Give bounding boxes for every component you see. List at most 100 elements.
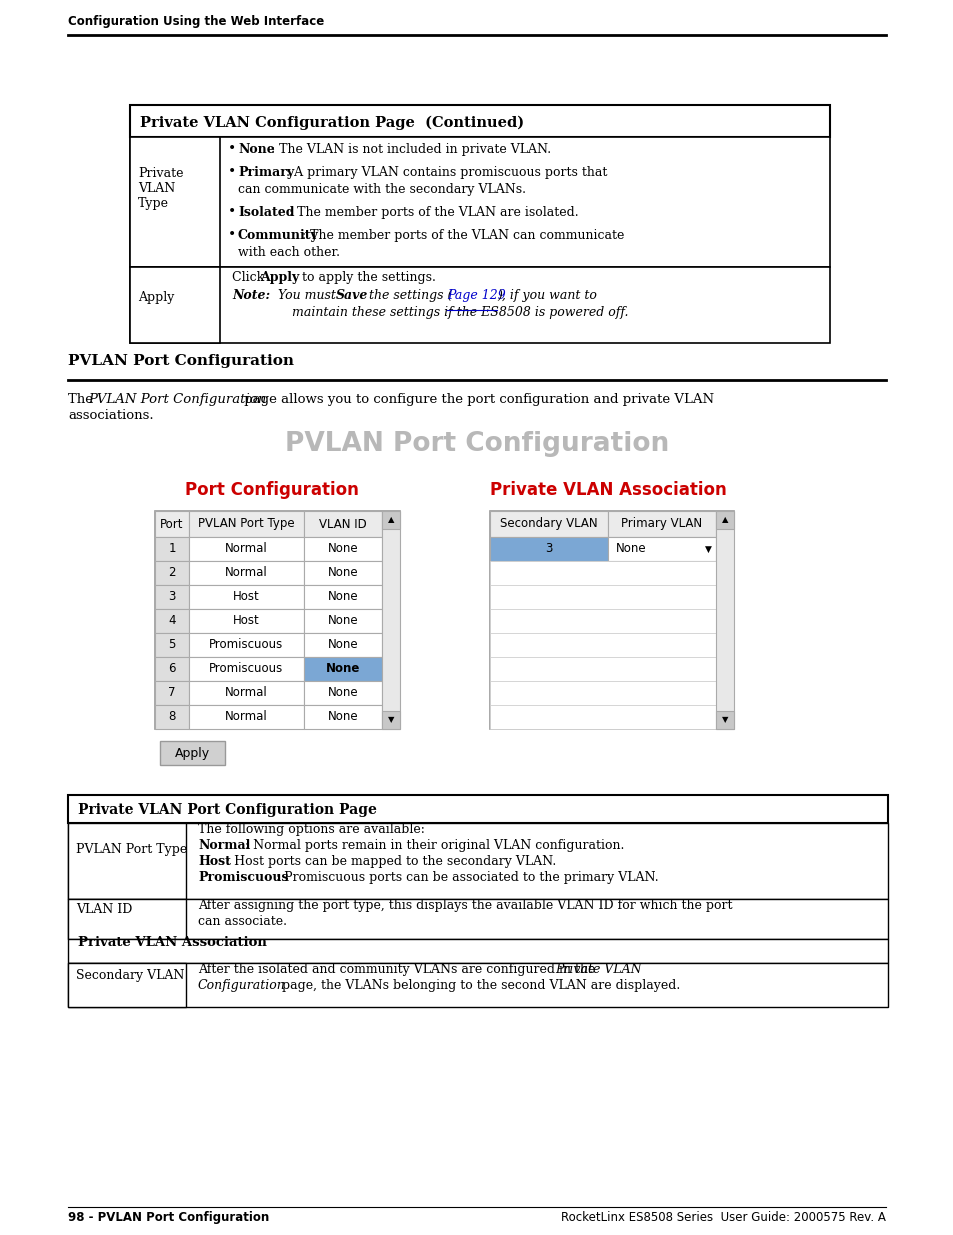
Bar — [490, 609, 716, 634]
Text: 5: 5 — [168, 638, 175, 652]
Bar — [189, 657, 304, 680]
Bar — [68, 963, 887, 1007]
Bar — [68, 795, 887, 823]
Bar — [304, 634, 381, 657]
Text: the settings (: the settings ( — [365, 289, 452, 303]
Bar — [154, 511, 189, 537]
Bar — [154, 634, 189, 657]
Text: Secondary VLAN: Secondary VLAN — [76, 969, 184, 982]
Text: ▲: ▲ — [721, 515, 727, 525]
Bar — [304, 561, 381, 585]
Bar — [68, 939, 887, 963]
Bar — [490, 657, 716, 680]
Bar — [304, 609, 381, 634]
Text: can communicate with the secondary VLANs.: can communicate with the secondary VLANs… — [237, 183, 525, 196]
Text: Primary: Primary — [237, 165, 294, 179]
Text: 6: 6 — [168, 662, 175, 676]
Text: Promiscuous: Promiscuous — [209, 638, 283, 652]
Text: Normal: Normal — [224, 567, 267, 579]
Text: Promiscuous: Promiscuous — [198, 871, 288, 884]
Text: Host: Host — [233, 590, 259, 604]
Bar — [490, 680, 716, 705]
Bar — [716, 511, 733, 729]
Text: Isolated: Isolated — [237, 206, 294, 219]
Text: : Normal ports remain in their original VLAN configuration.: : Normal ports remain in their original … — [245, 839, 623, 852]
Text: : Host ports can be mapped to the secondary VLAN.: : Host ports can be mapped to the second… — [226, 855, 556, 868]
Text: Save: Save — [335, 289, 368, 303]
Bar — [154, 609, 189, 634]
Text: None: None — [327, 567, 358, 579]
Bar — [490, 705, 716, 729]
Text: Private VLAN: Private VLAN — [555, 963, 641, 976]
Text: PVLAN Port Configuration: PVLAN Port Configuration — [68, 354, 294, 368]
Text: Promiscuous: Promiscuous — [209, 662, 283, 676]
Bar — [130, 267, 220, 343]
Bar — [154, 585, 189, 609]
Text: •: • — [228, 228, 236, 242]
Bar — [381, 711, 399, 729]
Text: 1: 1 — [168, 542, 175, 556]
Text: You must: You must — [270, 289, 339, 303]
Text: ▼: ▼ — [721, 715, 727, 725]
Bar — [490, 511, 733, 729]
Text: 3: 3 — [545, 542, 552, 556]
Text: Private: Private — [138, 167, 183, 180]
Bar — [716, 711, 733, 729]
Text: RocketLinx ES8508 Series  User Guide: 2000575 Rev. A: RocketLinx ES8508 Series User Guide: 200… — [560, 1212, 885, 1224]
Bar — [490, 585, 716, 609]
Text: ▼: ▼ — [387, 715, 394, 725]
Bar — [716, 511, 733, 529]
Text: 2: 2 — [168, 567, 175, 579]
Text: Private VLAN Configuration Page  (Continued): Private VLAN Configuration Page (Continu… — [140, 116, 523, 130]
Bar — [490, 511, 607, 537]
Text: 4: 4 — [168, 615, 175, 627]
Text: Type: Type — [138, 198, 169, 210]
Text: Community: Community — [237, 228, 318, 242]
Text: Private VLAN Association: Private VLAN Association — [490, 480, 726, 499]
Bar — [154, 705, 189, 729]
Bar — [381, 511, 399, 729]
Text: PVLAN Port Configuration: PVLAN Port Configuration — [285, 431, 668, 457]
Text: Page 129: Page 129 — [447, 289, 505, 303]
Bar — [160, 741, 225, 764]
Text: : A primary VLAN contains promiscuous ports that: : A primary VLAN contains promiscuous po… — [286, 165, 607, 179]
Bar — [68, 823, 186, 899]
Text: page allows you to configure the port configuration and private VLAN: page allows you to configure the port co… — [240, 393, 714, 406]
Text: VLAN ID: VLAN ID — [76, 903, 132, 916]
Bar — [189, 680, 304, 705]
Text: None: None — [327, 687, 358, 699]
Bar — [189, 537, 304, 561]
Text: : The VLAN is not included in private VLAN.: : The VLAN is not included in private VL… — [271, 143, 551, 156]
Text: VLAN ID: VLAN ID — [319, 517, 367, 531]
Bar — [490, 634, 716, 657]
Bar — [189, 561, 304, 585]
Bar — [607, 511, 716, 537]
Text: : Promiscuous ports can be associated to the primary VLAN.: : Promiscuous ports can be associated to… — [275, 871, 658, 884]
Text: After assigning the port type, this displays the available VLAN ID for which the: After assigning the port type, this disp… — [198, 899, 732, 911]
Text: Click: Click — [232, 270, 268, 284]
Text: None: None — [327, 590, 358, 604]
Text: None: None — [326, 662, 360, 676]
Bar — [189, 511, 304, 537]
Text: The following options are available:: The following options are available: — [198, 823, 424, 836]
Text: Normal: Normal — [224, 687, 267, 699]
Text: PVLAN Port Configuration: PVLAN Port Configuration — [88, 393, 266, 406]
Text: Port Configuration: Port Configuration — [185, 480, 358, 499]
Text: Normal: Normal — [224, 710, 267, 724]
Text: : The member ports of the VLAN can communicate: : The member ports of the VLAN can commu… — [302, 228, 623, 242]
Text: Apply: Apply — [138, 291, 174, 304]
Bar — [189, 609, 304, 634]
Text: ), if you want to: ), if you want to — [497, 289, 597, 303]
Text: 7: 7 — [168, 687, 175, 699]
Text: Configuration: Configuration — [198, 979, 286, 992]
Bar — [68, 823, 887, 899]
Text: 98 - PVLAN Port Configuration: 98 - PVLAN Port Configuration — [68, 1212, 269, 1224]
Text: Normal: Normal — [198, 839, 250, 852]
Text: maintain these settings if the ES8508 is powered off.: maintain these settings if the ES8508 is… — [292, 306, 628, 319]
Text: can associate.: can associate. — [198, 915, 287, 927]
Text: ▼: ▼ — [704, 545, 711, 553]
Text: with each other.: with each other. — [237, 246, 339, 259]
Text: Port: Port — [160, 517, 184, 531]
Text: •: • — [228, 205, 236, 219]
Text: PVLAN Port Type: PVLAN Port Type — [197, 517, 294, 531]
